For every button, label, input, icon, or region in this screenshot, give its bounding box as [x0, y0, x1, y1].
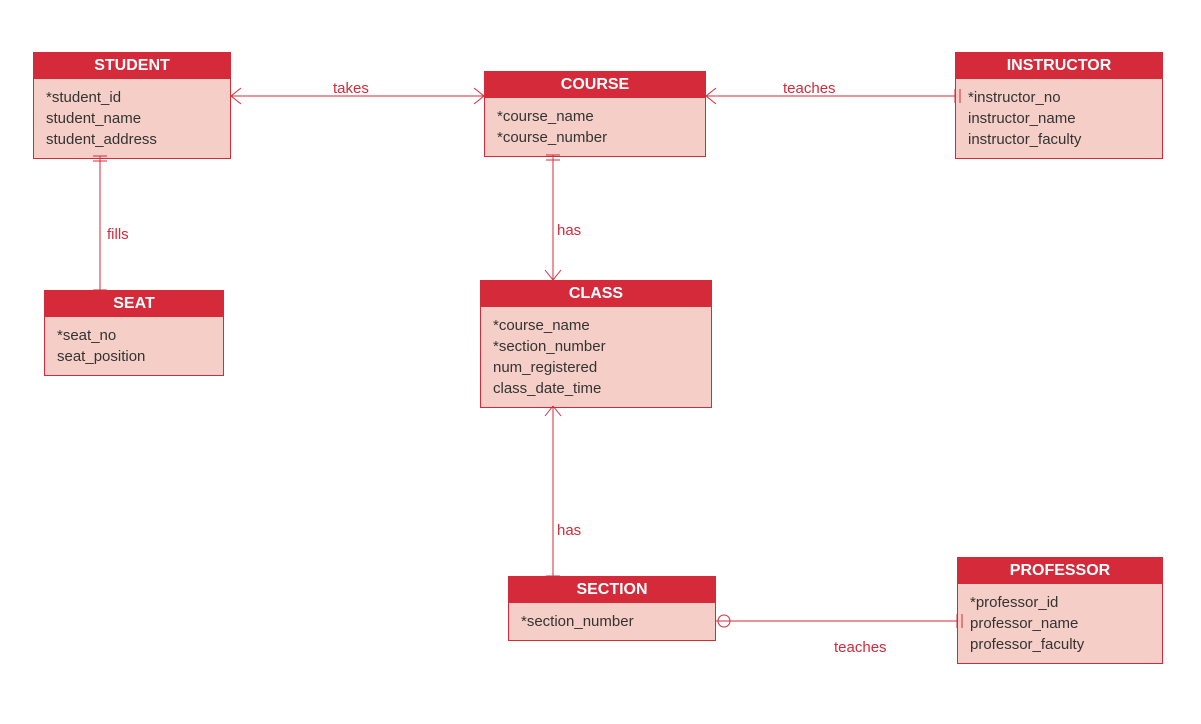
- entity-instructor-body: *instructor_no instructor_name instructo…: [956, 79, 1162, 158]
- entity-professor-header: PROFESSOR: [958, 558, 1162, 584]
- entity-student-header: STUDENT: [34, 53, 230, 79]
- rel-label-has: has: [557, 222, 581, 239]
- entity-class: CLASS *course_name *section_number num_r…: [480, 280, 712, 408]
- rel-label-takes: takes: [333, 80, 369, 97]
- attr: *student_id: [46, 87, 218, 108]
- rel-label-fills: fills: [107, 226, 129, 243]
- attr: *instructor_no: [968, 87, 1150, 108]
- entity-seat-header: SEAT: [45, 291, 223, 317]
- entity-professor-body: *professor_id professor_name professor_f…: [958, 584, 1162, 663]
- entity-section-header: SECTION: [509, 577, 715, 603]
- attr: *section_number: [521, 611, 703, 632]
- attr: *course_number: [497, 127, 693, 148]
- entity-course-body: *course_name *course_number: [485, 98, 705, 156]
- attr: *section_number: [493, 336, 699, 357]
- attr: class_date_time: [493, 378, 699, 399]
- entity-section: SECTION *section_number: [508, 576, 716, 641]
- entity-student-body: *student_id student_name student_address: [34, 79, 230, 158]
- attr: *professor_id: [970, 592, 1150, 613]
- attr: seat_position: [57, 346, 211, 367]
- entity-professor: PROFESSOR *professor_id professor_name p…: [957, 557, 1163, 664]
- attr: professor_faculty: [970, 634, 1150, 655]
- entity-seat-body: *seat_no seat_position: [45, 317, 223, 375]
- entity-instructor: INSTRUCTOR *instructor_no instructor_nam…: [955, 52, 1163, 159]
- entity-class-body: *course_name *section_number num_registe…: [481, 307, 711, 407]
- entity-seat: SEAT *seat_no seat_position: [44, 290, 224, 376]
- attr: num_registered: [493, 357, 699, 378]
- attr: student_address: [46, 129, 218, 150]
- attr: *course_name: [497, 106, 693, 127]
- entity-instructor-header: INSTRUCTOR: [956, 53, 1162, 79]
- attr: instructor_name: [968, 108, 1150, 129]
- rel-label-teaches: teaches: [834, 639, 887, 656]
- rel-label-has: has: [557, 522, 581, 539]
- attr: *seat_no: [57, 325, 211, 346]
- attr: instructor_faculty: [968, 129, 1150, 150]
- entity-section-body: *section_number: [509, 603, 715, 640]
- entity-course: COURSE *course_name *course_number: [484, 71, 706, 157]
- attr: *course_name: [493, 315, 699, 336]
- attr: student_name: [46, 108, 218, 129]
- rel-label-teaches: teaches: [783, 80, 836, 97]
- attr: professor_name: [970, 613, 1150, 634]
- entity-class-header: CLASS: [481, 281, 711, 307]
- entity-student: STUDENT *student_id student_name student…: [33, 52, 231, 159]
- entity-course-header: COURSE: [485, 72, 705, 98]
